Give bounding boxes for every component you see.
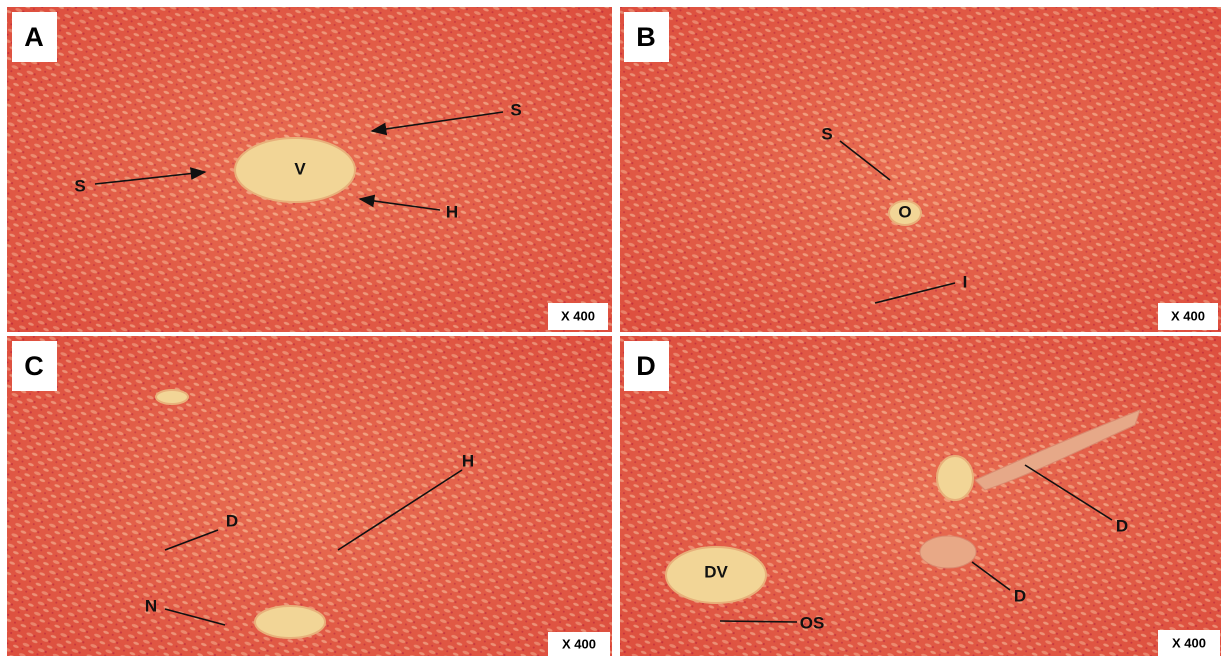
- pointer-line: [720, 621, 797, 622]
- vessel: [920, 536, 976, 568]
- magnification: X 400: [562, 636, 596, 651]
- label: N: [145, 596, 157, 615]
- label: O: [898, 202, 911, 221]
- shading: [620, 7, 1221, 332]
- panel-d: D X 400 DV OS D D: [620, 336, 1221, 658]
- label: D: [1014, 586, 1026, 605]
- label: S: [510, 100, 521, 119]
- figure: A X 400 V S S H B X 400 S O I C X 400: [0, 0, 1225, 663]
- label: OS: [800, 613, 825, 632]
- label: V: [294, 159, 306, 178]
- vessel: [937, 456, 973, 500]
- label: H: [462, 451, 474, 470]
- panel-letter: B: [636, 22, 656, 52]
- label: D: [226, 511, 238, 530]
- label: H: [446, 202, 458, 221]
- magnification: X 400: [1171, 308, 1205, 323]
- label: I: [963, 272, 968, 291]
- label: D: [1116, 516, 1128, 535]
- panel-letter: A: [24, 22, 44, 52]
- label: DV: [704, 562, 728, 581]
- panel-b: B X 400 S O I: [620, 7, 1221, 332]
- vessel: [156, 390, 188, 404]
- magnification: X 400: [561, 308, 595, 323]
- magnification: X 400: [1172, 635, 1206, 650]
- shading: [620, 336, 1221, 656]
- vessel: [255, 606, 325, 638]
- panel-letter: C: [24, 351, 44, 381]
- panel-letter: D: [636, 351, 656, 381]
- label: S: [74, 176, 85, 195]
- panel-a: A X 400 V S S H: [7, 7, 612, 332]
- panel-c: C X 400 H D N: [7, 336, 612, 658]
- label: S: [821, 124, 832, 143]
